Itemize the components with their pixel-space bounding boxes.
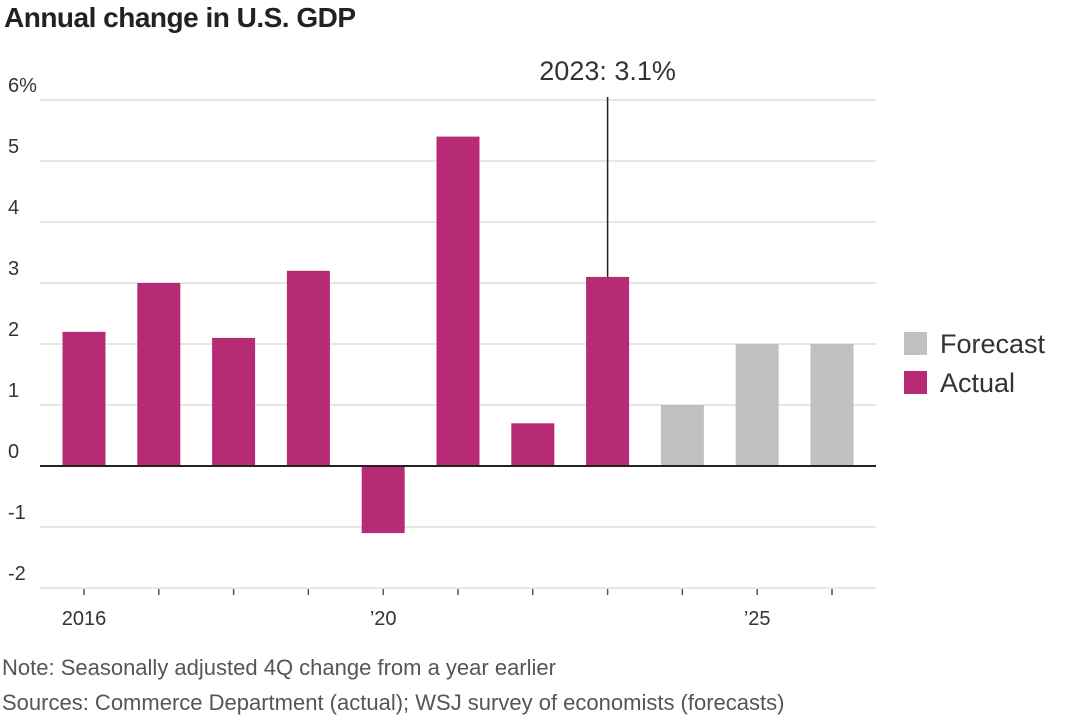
- legend-label-actual: Actual: [940, 368, 1015, 398]
- y-tick-label: 3: [8, 258, 19, 280]
- x-axis: 2016 ’20 ’25: [40, 465, 876, 630]
- bar-2016: [62, 331, 106, 466]
- bar-2025: [735, 344, 779, 466]
- bar-2019: [286, 270, 330, 466]
- legend-label-forecast: Forecast: [940, 329, 1046, 359]
- chart-title: Annual change in U.S. GDP: [4, 2, 356, 33]
- y-tick-label: -1: [8, 502, 26, 524]
- bar-2022: [511, 423, 555, 466]
- x-tick-label: 2016: [62, 608, 107, 630]
- bars: [62, 136, 854, 534]
- legend-swatch-forecast: [904, 332, 927, 355]
- chart-sources: Sources: Commerce Department (actual); W…: [2, 690, 785, 715]
- y-tick-label: 1: [8, 380, 19, 402]
- bar-2023: [586, 276, 630, 466]
- bar-2024: [660, 405, 704, 466]
- bar-2020: [361, 466, 405, 534]
- bar-2026: [810, 344, 854, 466]
- legend-swatch-actual: [904, 371, 927, 394]
- legend: Forecast Actual: [904, 329, 1046, 398]
- annotation-label: 2023: 3.1%: [539, 56, 676, 86]
- bar-2021: [436, 136, 480, 466]
- y-tick-label: 5: [8, 136, 19, 158]
- y-tick-label: 2: [8, 319, 19, 341]
- y-tick-label: -2: [8, 563, 26, 585]
- annotation: 2023: 3.1%: [539, 56, 676, 277]
- bar-2018: [212, 337, 256, 466]
- x-tick-label: ’25: [744, 608, 771, 630]
- x-tick-label: ’20: [370, 608, 397, 630]
- chart-note: Note: Seasonally adjusted 4Q change from…: [2, 655, 556, 680]
- bar-chart: 6% 5 4 3 2 1 0 -1 -2 2016 ’20 ’25 2023: 3.1% Forec…: [8, 56, 1046, 630]
- y-tick-label: 6%: [8, 75, 37, 97]
- y-tick-label: 0: [8, 441, 19, 463]
- y-tick-label: 4: [8, 197, 19, 219]
- bar-2017: [137, 283, 181, 466]
- y-axis-ticks: 6% 5 4 3 2 1 0 -1 -2: [8, 75, 37, 585]
